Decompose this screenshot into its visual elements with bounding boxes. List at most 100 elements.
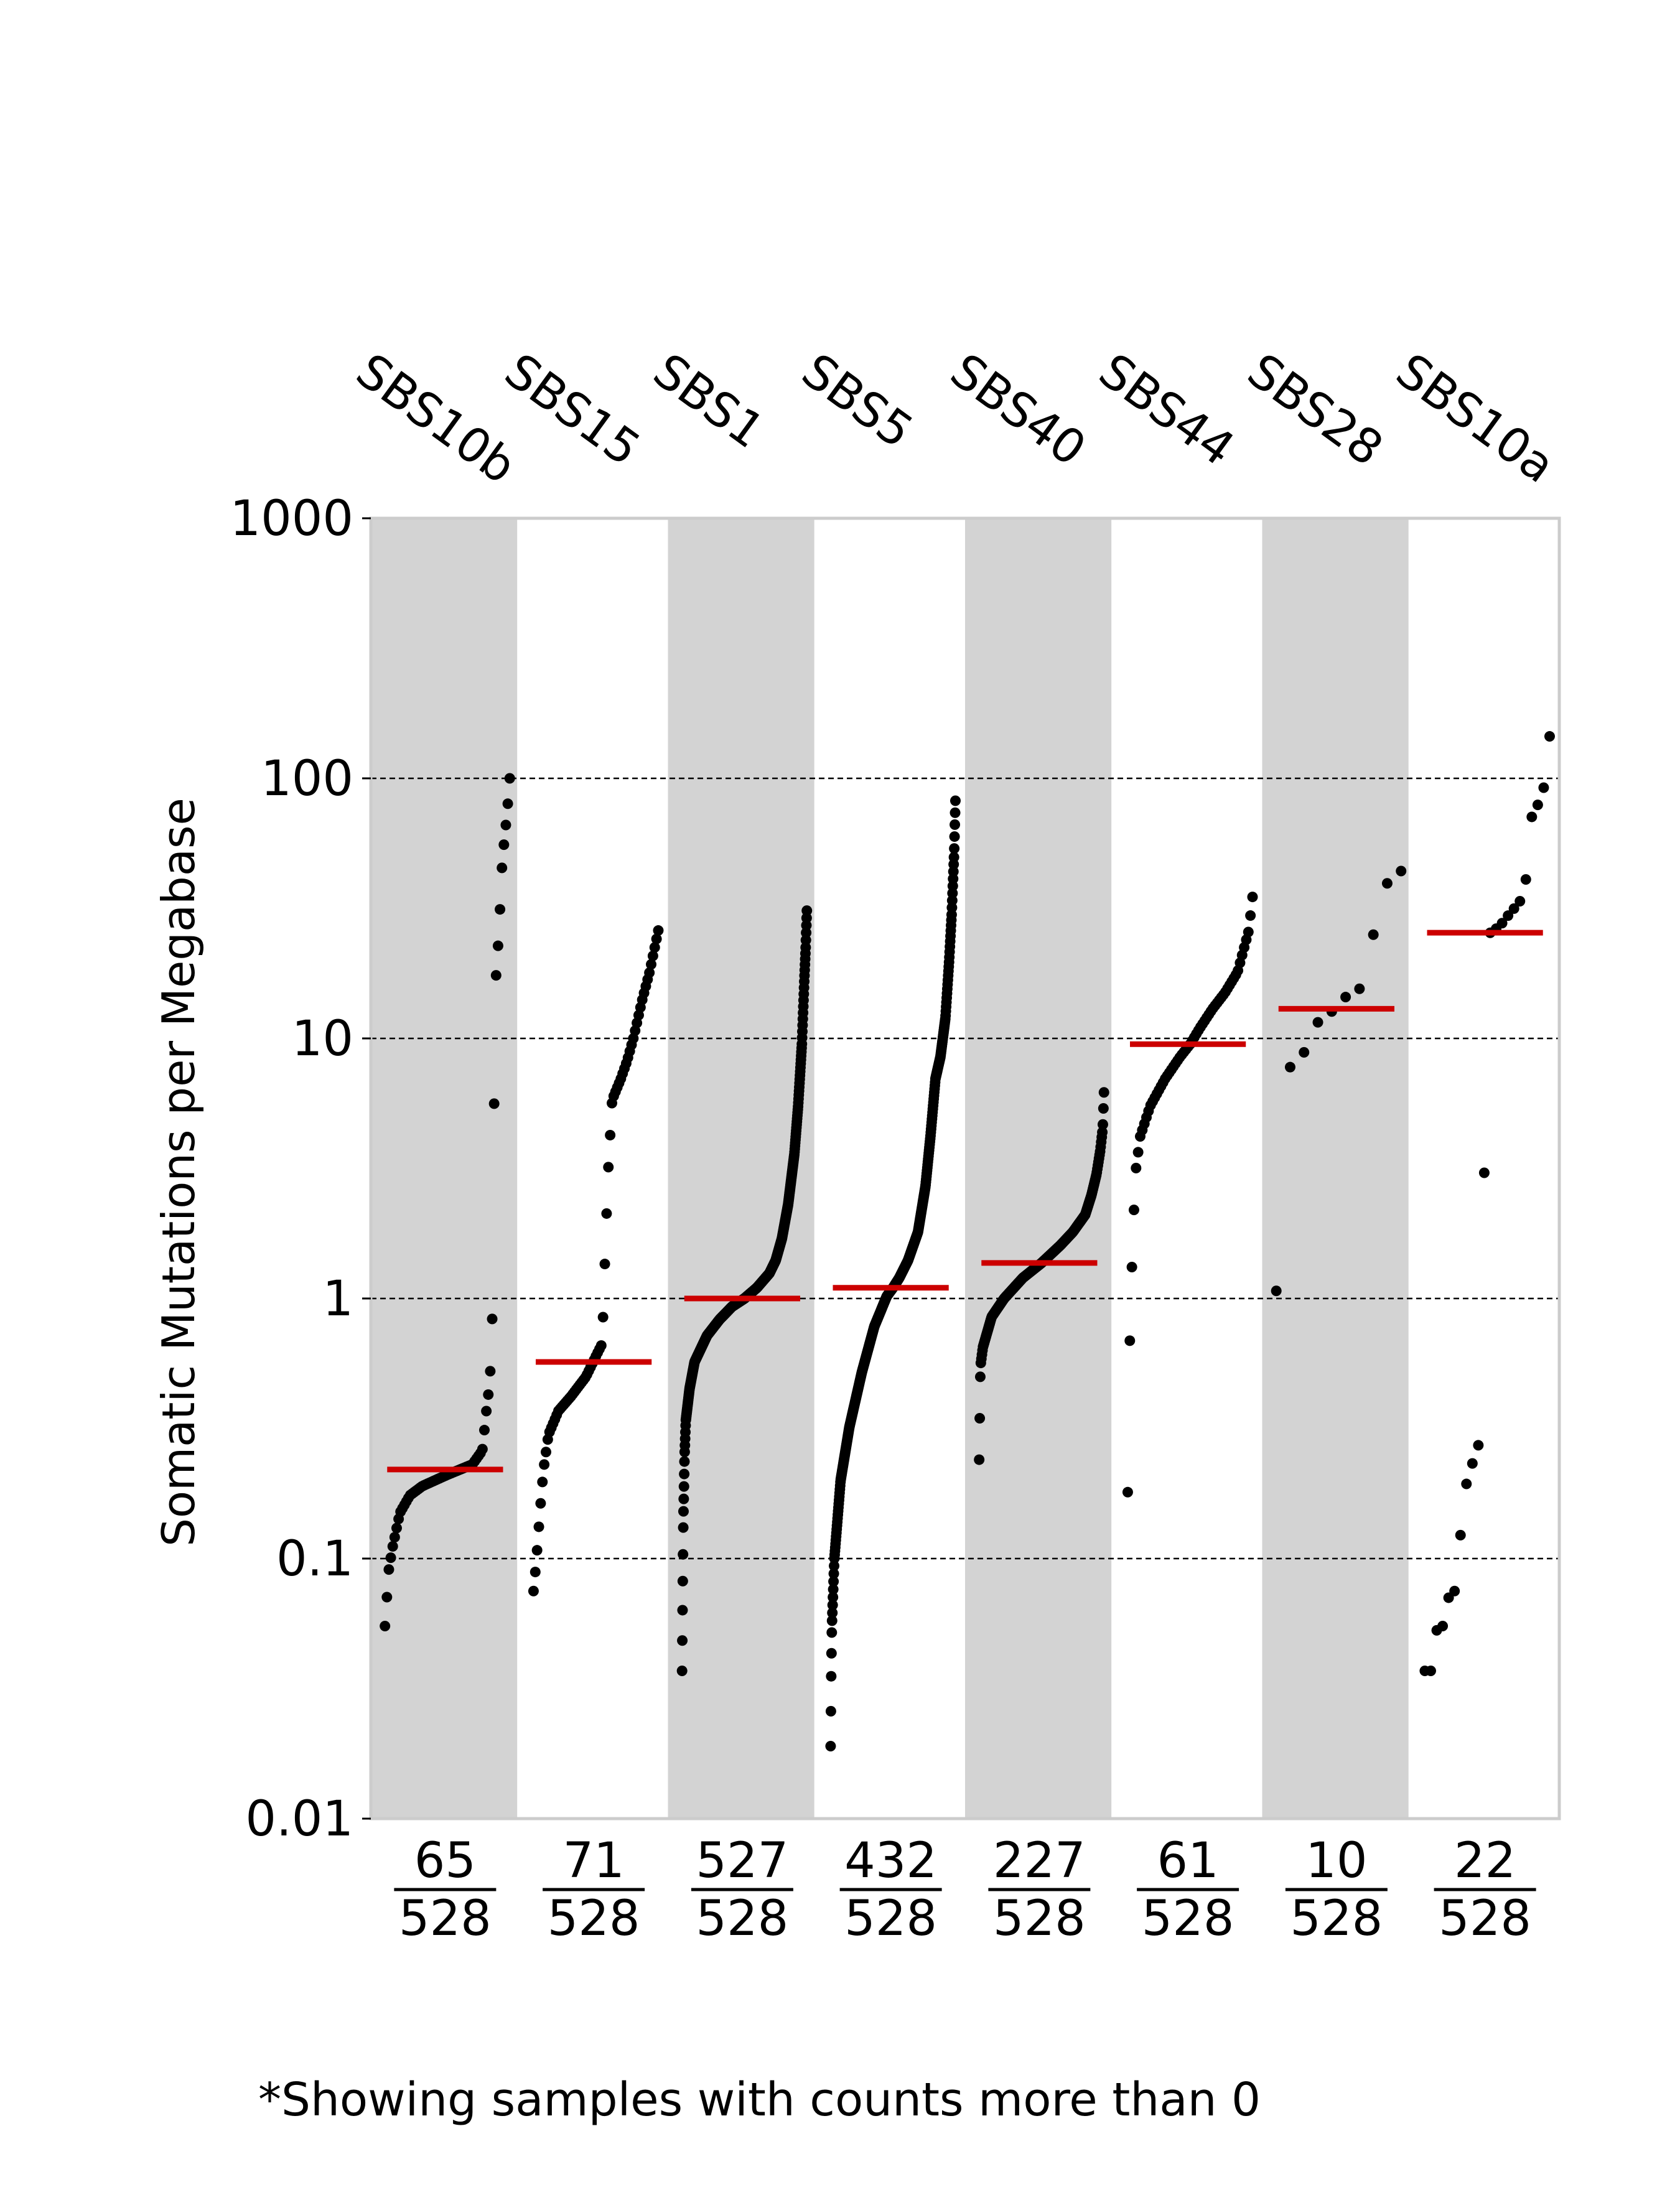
signature-label: SBS44: [1090, 343, 1245, 477]
sample-point: [1532, 799, 1543, 811]
sample-point: [535, 1498, 546, 1509]
sample-point: [1354, 983, 1365, 994]
plot-border: [369, 516, 1561, 1820]
sample-point: [1449, 1585, 1460, 1597]
sample-point: [826, 1648, 837, 1659]
sample-point: [485, 1366, 496, 1377]
sample-point: [801, 920, 812, 931]
band-sbs28: [1262, 518, 1409, 1819]
sample-point: [825, 1740, 836, 1751]
sample-point: [537, 1476, 548, 1488]
band-sbs10b: [371, 518, 518, 1819]
sample-point: [828, 1583, 839, 1595]
sample-point: [1455, 1529, 1466, 1541]
sample-point: [678, 1481, 689, 1492]
sample-point: [827, 1600, 838, 1611]
sample-point: [1368, 929, 1379, 940]
sample-point: [1097, 1119, 1108, 1130]
sample-point: [483, 1389, 494, 1400]
plot-frame: [369, 516, 1561, 1820]
sample-count: 10: [1305, 1833, 1367, 1889]
y-tick-label: 0.01: [245, 1791, 353, 1847]
sample-total: 528: [548, 1891, 640, 1947]
sample-point: [678, 1493, 689, 1504]
sample-point: [825, 1705, 836, 1717]
sample-point: [1122, 1486, 1133, 1498]
sample-point: [677, 1635, 688, 1646]
sample-point: [528, 1585, 539, 1597]
sample-point: [488, 1098, 500, 1109]
sample-count: 227: [993, 1833, 1086, 1889]
sample-count: 61: [1157, 1833, 1218, 1889]
sample-point: [646, 959, 657, 970]
sample-point: [679, 1456, 690, 1467]
sample-total: 528: [993, 1891, 1086, 1947]
sample-point: [380, 1621, 391, 1632]
sample-point: [1247, 892, 1258, 903]
sample-point: [679, 1468, 690, 1480]
sample-point: [1098, 1103, 1109, 1114]
sample-point: [595, 1340, 607, 1351]
sample-point: [828, 1592, 839, 1603]
sample-point: [974, 1454, 985, 1465]
sample-count: 432: [844, 1833, 937, 1889]
sample-point: [1514, 896, 1526, 907]
sample-point: [1544, 731, 1555, 742]
sample-total: 528: [844, 1891, 937, 1947]
sample-point: [1526, 811, 1538, 823]
y-tick-label: 100: [261, 751, 353, 807]
sample-point: [1520, 874, 1531, 885]
sample-point: [502, 798, 513, 809]
sample-point: [1243, 926, 1254, 938]
sample-total: 528: [1439, 1891, 1531, 1947]
sample-point: [800, 935, 811, 946]
sample-point: [1245, 910, 1256, 921]
sample-total: 528: [1142, 1891, 1234, 1947]
sample-point: [1437, 1621, 1449, 1632]
sample-count: 71: [562, 1833, 624, 1889]
sample-point: [1381, 878, 1393, 889]
sample-point: [644, 967, 655, 978]
sample-point: [801, 905, 813, 916]
sample-point: [492, 940, 503, 951]
sample-point: [948, 852, 959, 863]
sample-point: [1461, 1478, 1472, 1489]
sample-point: [949, 831, 960, 842]
y-tick-label: 10: [292, 1011, 353, 1067]
sample-point: [1503, 910, 1514, 921]
sample-point: [1299, 1047, 1310, 1058]
sample-point: [1271, 1285, 1282, 1297]
sample-point: [477, 1443, 488, 1455]
sample-point: [387, 1541, 398, 1552]
y-tick-label: 1: [322, 1271, 353, 1327]
sample-point: [498, 839, 510, 851]
median-lines: [387, 930, 1543, 1473]
gridlines: [371, 777, 1559, 1560]
sample-point: [827, 1607, 838, 1618]
sample-point: [826, 1615, 838, 1626]
sample-point: [504, 773, 515, 784]
sample-point: [1396, 865, 1407, 877]
sample-point: [385, 1552, 396, 1564]
sample-point: [531, 1545, 543, 1556]
signature-bands: [371, 518, 1409, 1819]
signature-label: SBS5: [792, 343, 923, 459]
sample-point: [974, 1371, 986, 1382]
sample-point: [1131, 1162, 1142, 1173]
sample-point: [1425, 1665, 1436, 1676]
signature-label: SBS10a: [1386, 343, 1565, 494]
sample-count: 527: [696, 1833, 788, 1889]
sample-point: [487, 1313, 498, 1325]
sample-point: [828, 1576, 839, 1587]
sample-point: [389, 1532, 400, 1543]
sample-point: [1126, 1261, 1137, 1272]
sample-point: [1284, 1061, 1295, 1073]
y-axis-ticks: 0.01 0.1 1 10 100 1000: [230, 491, 371, 1847]
sample-point: [950, 795, 961, 806]
sample-point: [1132, 1147, 1144, 1158]
sample-point: [1124, 1335, 1136, 1346]
sample-point: [383, 1564, 394, 1575]
signature-label: SBS10b: [347, 343, 526, 495]
